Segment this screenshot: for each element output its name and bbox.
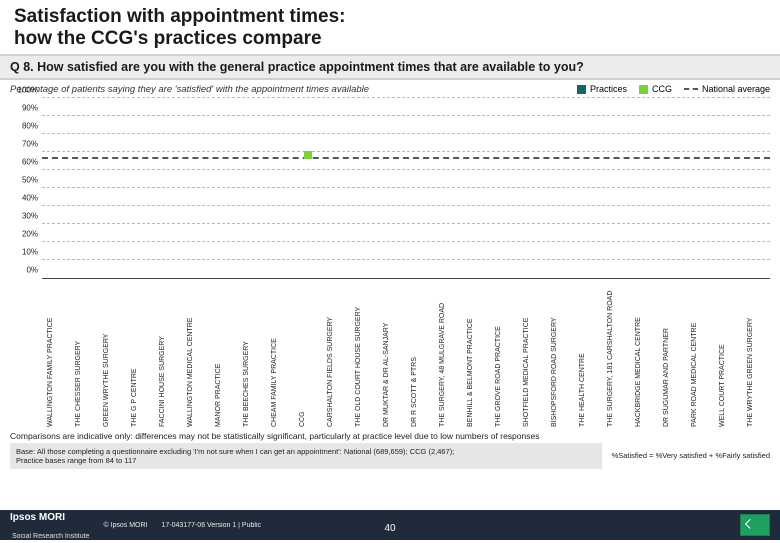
x-label: MANOR PRACTICE (215, 363, 222, 426)
national-average-line (42, 157, 770, 159)
legend-ccg-label: CCG (652, 84, 672, 94)
x-label: CHEAM FAMILY PRACTICE (271, 338, 278, 427)
satisfaction-note: %Satisfied = %Very satisfied + %Fairly s… (612, 443, 770, 469)
x-label: THE HEALTH CENTRE (579, 353, 586, 427)
x-label: SHOTFIELD MEDICAL PRACTICE (523, 317, 530, 426)
subhead-text: Percentage of patients saying they are '… (10, 84, 577, 95)
question-band: Q 8. How satisfied are you with the gene… (0, 54, 780, 80)
x-label: BISHOPSFORD ROAD SURGERY (551, 317, 558, 427)
x-label: WELL COURT PRACTICE (719, 344, 726, 427)
y-tick: 40% (10, 193, 38, 202)
gridline (42, 223, 770, 224)
y-tick: 90% (10, 103, 38, 112)
copyright: © Ipsos MORI (103, 522, 147, 529)
x-label: GREEN WRYTHE SURGERY (103, 333, 110, 426)
gridline (42, 133, 770, 134)
x-label: DR MUKTAR & DR AL-SANJARY (383, 322, 390, 426)
x-label: THE SURGERY, 181 CARSHALTON ROAD (607, 290, 614, 426)
y-tick: 0% (10, 265, 38, 274)
x-axis-labels: WALLINGTON FAMILY PRACTICE THE CHESSER SU… (10, 279, 770, 427)
legend: Practices CCG National average (577, 84, 770, 94)
x-label: THE SURGERY, 48 MULGRAVE ROAD (439, 303, 446, 427)
title-line-2: how the CCG's practices compare (14, 28, 766, 50)
x-label: DR R SCOTT & PTRS (411, 357, 418, 427)
legend-ccg: CCG (639, 84, 672, 94)
base-note-line1: Base: All those completing a questionnai… (16, 447, 454, 456)
legend-national-label: National average (702, 84, 770, 94)
x-label: WALLINGTON MEDICAL CENTRE (187, 317, 194, 426)
chart: 0%10%20%30%40%50%60%70%80%90%100% (10, 99, 770, 279)
title-line-1: Satisfaction with appointment times: (14, 6, 766, 28)
x-label: BENHILL & BELMONT PRACTICE (467, 318, 474, 427)
ccg-marker (304, 151, 312, 159)
y-tick: 80% (10, 121, 38, 130)
x-label: THE OLD COURT HOUSE SURGERY (355, 306, 362, 426)
national-swatch (684, 88, 698, 90)
brand-subline: Social Research Institute (12, 533, 89, 540)
page-number: 40 (384, 523, 395, 534)
x-label: THE G P CENTRE (131, 368, 138, 427)
question-text: Q 8. How satisfied are you with the gene… (10, 60, 770, 74)
x-label: THE CHESSER SURGERY (75, 340, 82, 426)
practices-swatch (577, 85, 586, 94)
x-label: THE GROVE ROAD PRACTICE (495, 326, 502, 427)
gridline (42, 259, 770, 260)
ipsos-logo-icon (740, 514, 770, 536)
y-axis: 0%10%20%30%40%50%60%70%80%90%100% (10, 99, 38, 279)
footer-notes: Base: All those completing a questionnai… (0, 443, 780, 469)
y-tick: 10% (10, 247, 38, 256)
base-note-line2: Practice bases range from 84 to 117 (16, 456, 136, 465)
page-title-block: Satisfaction with appointment times: how… (0, 0, 780, 54)
x-label: CARSHALTON FIELDS SURGERY (327, 317, 334, 427)
base-note: Base: All those completing a questionnai… (10, 443, 602, 469)
x-label: FACCINI HOUSE SURGERY (159, 336, 166, 427)
bottom-bar: Ipsos MORI Social Research Institute © I… (0, 510, 780, 540)
plot-area (42, 99, 770, 279)
ccg-swatch (639, 85, 648, 94)
gridline (42, 241, 770, 242)
x-label: HACKBRIDGE MEDICAL CENTRE (635, 317, 642, 427)
gridline (42, 187, 770, 188)
gridline (42, 115, 770, 116)
gridline (42, 151, 770, 152)
x-label: PARK ROAD MEDICAL CENTRE (691, 322, 698, 426)
subhead-row: Percentage of patients saying they are '… (0, 80, 780, 97)
brand-block: Ipsos MORI Social Research Institute (10, 507, 89, 543)
disclaimer: Comparisons are indicative only: differe… (0, 427, 780, 443)
y-tick: 100% (10, 85, 38, 94)
x-label: THE WRYTHE GREEN SURGERY (747, 317, 754, 426)
y-tick: 60% (10, 157, 38, 166)
y-tick: 50% (10, 175, 38, 184)
y-tick: 30% (10, 211, 38, 220)
legend-practices-label: Practices (590, 84, 627, 94)
x-label: THE BEECHES SURGERY (243, 341, 250, 427)
y-tick: 20% (10, 229, 38, 238)
x-label: WALLINGTON FAMILY PRACTICE (47, 317, 54, 426)
gridline (42, 97, 770, 98)
brand-name: Ipsos MORI (10, 512, 65, 523)
y-tick: 70% (10, 139, 38, 148)
legend-practices: Practices (577, 84, 627, 94)
legend-national: National average (684, 84, 770, 94)
x-label: DR SUGUMAR AND PARTNER (663, 328, 670, 427)
x-label: CCG (299, 411, 306, 427)
reference-code: 17-043177-06 Version 1 | Public (162, 522, 262, 529)
gridline (42, 169, 770, 170)
gridline (42, 205, 770, 206)
